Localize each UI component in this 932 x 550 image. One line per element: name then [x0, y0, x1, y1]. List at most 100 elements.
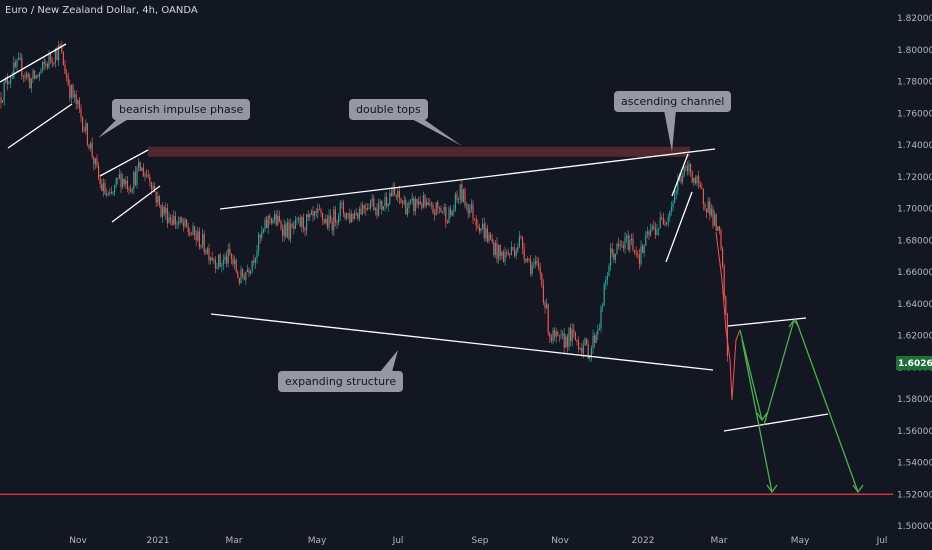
- candle-body: [725, 296, 727, 315]
- y-tick-label: 1.62000: [897, 332, 932, 342]
- candle-body: [330, 215, 332, 222]
- candle-body: [274, 214, 276, 220]
- candle-body: [549, 333, 551, 338]
- y-tick-label: 1.56000: [897, 427, 932, 437]
- candle-body: [354, 212, 356, 220]
- candle-body: [541, 273, 543, 286]
- candle-body: [714, 214, 716, 226]
- candle-body: [683, 166, 685, 176]
- candle-body: [134, 172, 136, 186]
- candle-body: [301, 217, 303, 227]
- candle-body: [432, 204, 434, 214]
- candle-body: [688, 163, 690, 171]
- candle-body: [338, 216, 340, 223]
- callout-bearish-impulse: bearish impulse phase: [112, 99, 251, 120]
- candle-body: [142, 167, 144, 177]
- candle-body: [624, 237, 626, 249]
- candle-body: [94, 158, 96, 165]
- candle-body: [206, 248, 208, 254]
- candle-body: [307, 214, 309, 218]
- candle-body: [349, 213, 351, 223]
- candle-body: [178, 222, 180, 224]
- candle-body: [469, 208, 471, 214]
- candle-body: [27, 74, 29, 77]
- candle-body: [106, 194, 108, 196]
- candle-body: [400, 198, 402, 203]
- candle-body: [621, 244, 623, 246]
- candle-body: [462, 189, 464, 202]
- candle-body: [507, 252, 509, 255]
- drawing-overlays: [0, 43, 893, 495]
- candle-body: [262, 229, 264, 232]
- candle-body: [272, 219, 274, 224]
- candle-body: [715, 214, 717, 231]
- projection-arrowhead: [766, 484, 778, 494]
- candle-body: [442, 211, 444, 213]
- candle-body: [707, 201, 709, 213]
- candle-body: [122, 178, 124, 188]
- candle-body: [501, 252, 503, 256]
- candle-body: [630, 238, 632, 241]
- candle-body: [611, 248, 613, 254]
- candle-body: [664, 223, 666, 225]
- candle-body: [712, 208, 714, 226]
- candle-body: [370, 201, 372, 209]
- candle-body: [139, 162, 141, 171]
- candle-body: [446, 222, 448, 224]
- candle-body: [230, 253, 232, 259]
- candle-body: [126, 180, 128, 190]
- candle-body: [293, 226, 295, 229]
- candle-body: [149, 177, 151, 183]
- candle-body: [394, 187, 396, 195]
- candle-body: [699, 182, 701, 188]
- candle-body: [691, 172, 693, 183]
- y-tick-label: 1.74000: [897, 141, 932, 151]
- candle-body: [430, 203, 432, 205]
- candle-body: [56, 50, 58, 61]
- candle-body: [269, 216, 271, 219]
- candle-body: [408, 202, 410, 208]
- candle-body: [234, 260, 236, 265]
- candle-body: [245, 272, 247, 281]
- candle-body: [306, 214, 308, 231]
- candle-body: [405, 200, 407, 215]
- candle-body: [502, 252, 504, 262]
- candle-body: [146, 174, 148, 176]
- candle-body: [504, 252, 506, 262]
- projection-path: [739, 329, 763, 421]
- candle-body: [123, 178, 125, 185]
- candle-body: [11, 77, 13, 79]
- callout-pointer: [664, 110, 676, 152]
- x-tick-label: Jul: [876, 536, 888, 546]
- y-tick-label: 1.66000: [897, 268, 932, 278]
- candle-body: [270, 218, 272, 224]
- candle-body: [494, 243, 496, 256]
- candle-body: [115, 178, 117, 186]
- candle-body: [491, 239, 493, 243]
- candle-body: [112, 192, 114, 194]
- y-tick-label: 1.82000: [897, 14, 932, 24]
- candle-body: [107, 193, 109, 195]
- candle-body: [403, 200, 405, 204]
- expanding-lower-line: [210, 313, 714, 371]
- candle-body: [584, 338, 586, 346]
- price-axis: 1.82000 1.80000 1.78000 1.76000 1.74000 1.720…: [896, 14, 932, 532]
- x-tick-label: 2021: [147, 536, 170, 546]
- candle-body: [93, 156, 95, 165]
- current-price-tag: [896, 355, 932, 370]
- current-price-label: 1.60268: [898, 359, 932, 369]
- candle-body: [437, 202, 439, 208]
- candle-body: [136, 167, 138, 186]
- candle-body: [317, 208, 319, 213]
- candle-body: [704, 204, 706, 209]
- candle-body: [195, 234, 197, 241]
- candle-body: [488, 234, 490, 242]
- candle-body: [483, 223, 485, 238]
- candle-body: [58, 45, 60, 61]
- candle-body: [85, 123, 87, 132]
- candle-body: [109, 192, 111, 194]
- candle-body: [283, 224, 285, 236]
- candle-body: [589, 355, 591, 360]
- candle-body: [186, 219, 188, 227]
